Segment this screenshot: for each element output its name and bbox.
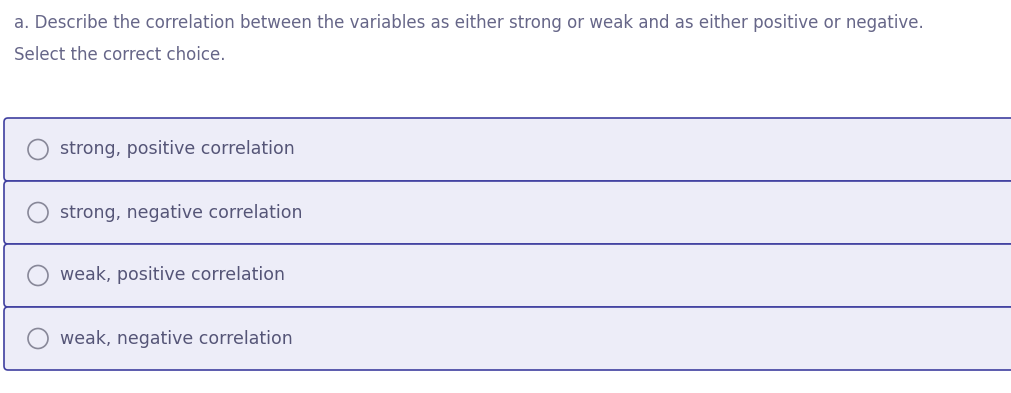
Circle shape bbox=[28, 202, 48, 222]
FancyBboxPatch shape bbox=[4, 118, 1011, 181]
Text: weak, positive correlation: weak, positive correlation bbox=[60, 266, 285, 285]
Text: Select the correct choice.: Select the correct choice. bbox=[14, 46, 225, 64]
Text: a. Describe the correlation between the variables as either strong or weak and a: a. Describe the correlation between the … bbox=[14, 14, 924, 32]
Text: strong, positive correlation: strong, positive correlation bbox=[60, 141, 295, 158]
FancyBboxPatch shape bbox=[4, 307, 1011, 370]
Text: strong, negative correlation: strong, negative correlation bbox=[60, 204, 302, 222]
Circle shape bbox=[28, 140, 48, 160]
Circle shape bbox=[28, 329, 48, 349]
Circle shape bbox=[28, 266, 48, 285]
FancyBboxPatch shape bbox=[4, 181, 1011, 244]
FancyBboxPatch shape bbox=[4, 244, 1011, 307]
Text: weak, negative correlation: weak, negative correlation bbox=[60, 329, 293, 347]
